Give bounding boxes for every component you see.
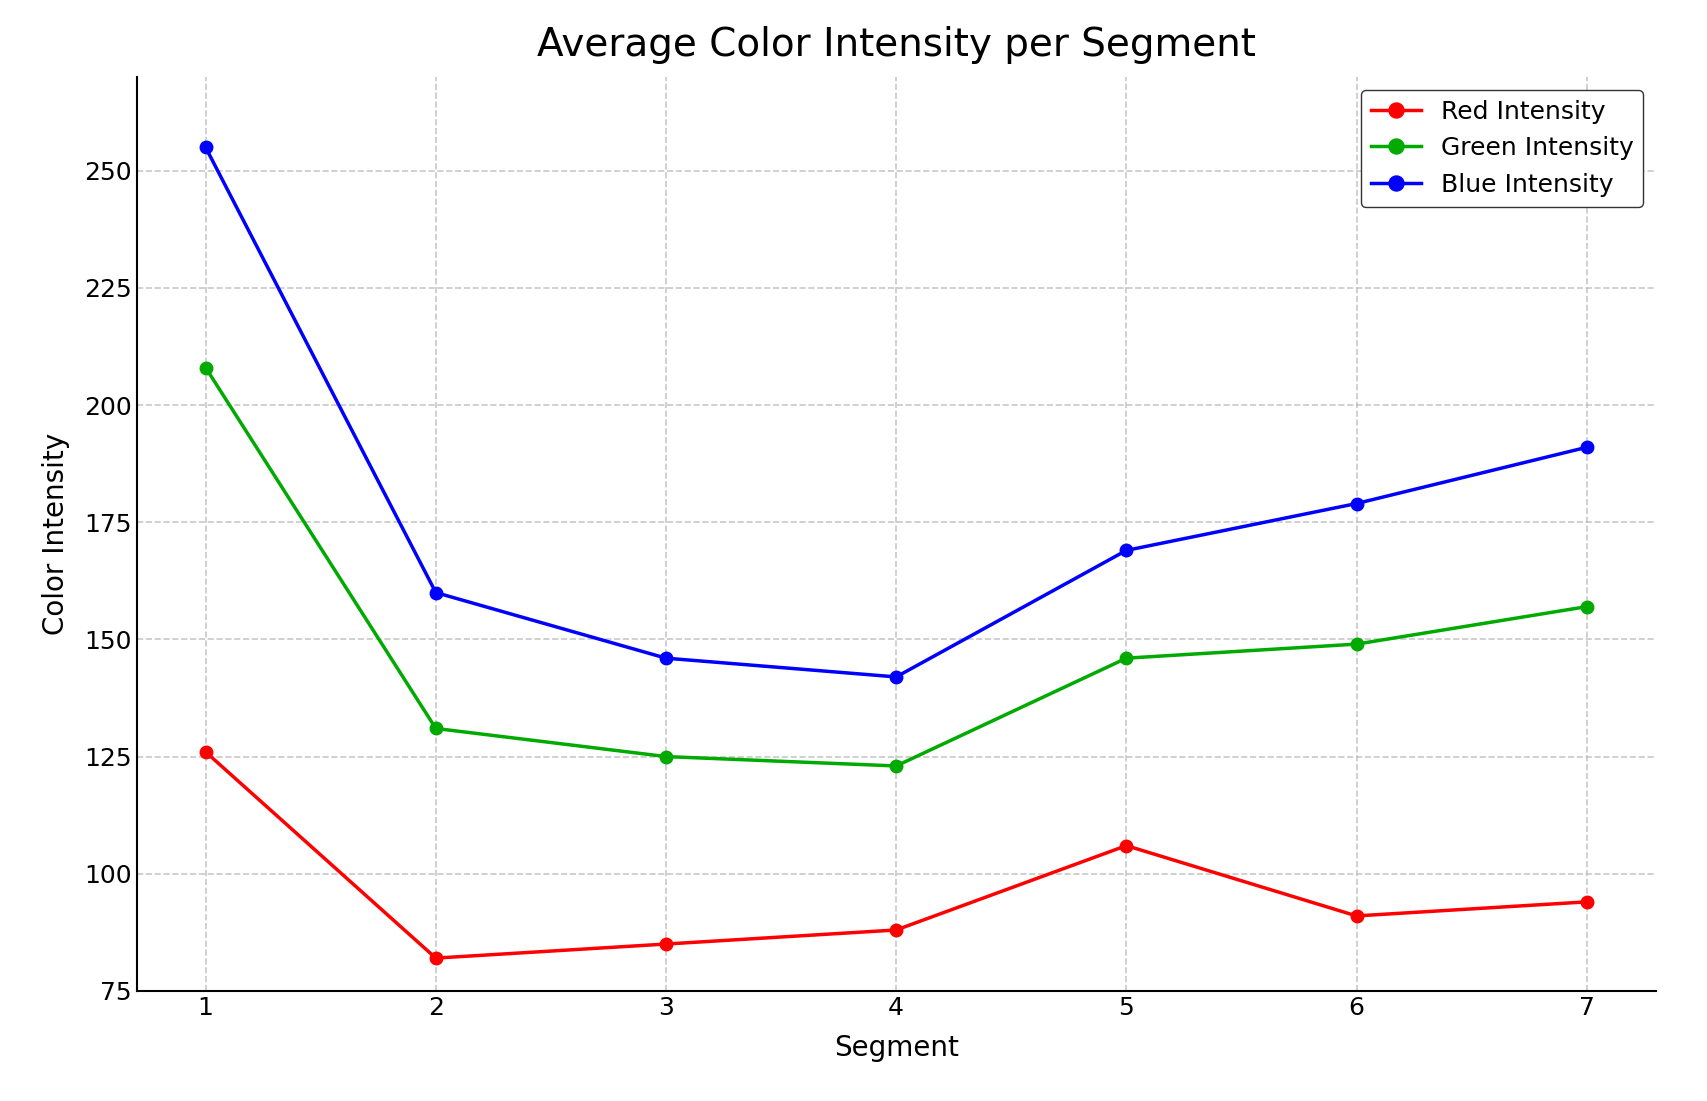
- Green Intensity: [1347, 637, 1367, 651]
- Blue Intensity: [1347, 497, 1367, 510]
- Red Intensity: [195, 745, 215, 759]
- Green Intensity: [195, 361, 215, 374]
- Red Intensity: [655, 937, 676, 950]
- Red Intensity: [1577, 895, 1598, 908]
- Blue Intensity: [655, 652, 676, 665]
- Y-axis label: Color Intensity: Color Intensity: [43, 433, 70, 635]
- Red Intensity: [425, 951, 446, 964]
- Blue Intensity: [1116, 544, 1137, 557]
- Legend: Red Intensity, Green Intensity, Blue Intensity: Red Intensity, Green Intensity, Blue Int…: [1360, 89, 1644, 207]
- Line: Blue Intensity: Blue Intensity: [200, 141, 1593, 683]
- Title: Average Color Intensity per Segment: Average Color Intensity per Segment: [536, 26, 1256, 64]
- Red Intensity: [886, 924, 906, 937]
- Blue Intensity: [886, 671, 906, 684]
- Red Intensity: [1116, 839, 1137, 852]
- Line: Green Intensity: Green Intensity: [200, 361, 1593, 772]
- Blue Intensity: [195, 141, 215, 154]
- Green Intensity: [886, 760, 906, 773]
- Blue Intensity: [1577, 440, 1598, 454]
- Green Intensity: [425, 722, 446, 735]
- X-axis label: Segment: Segment: [833, 1034, 959, 1061]
- Line: Red Intensity: Red Intensity: [200, 745, 1593, 964]
- Blue Intensity: [425, 586, 446, 599]
- Red Intensity: [1347, 909, 1367, 923]
- Green Intensity: [1577, 600, 1598, 613]
- Green Intensity: [1116, 652, 1137, 665]
- Green Intensity: [655, 750, 676, 763]
